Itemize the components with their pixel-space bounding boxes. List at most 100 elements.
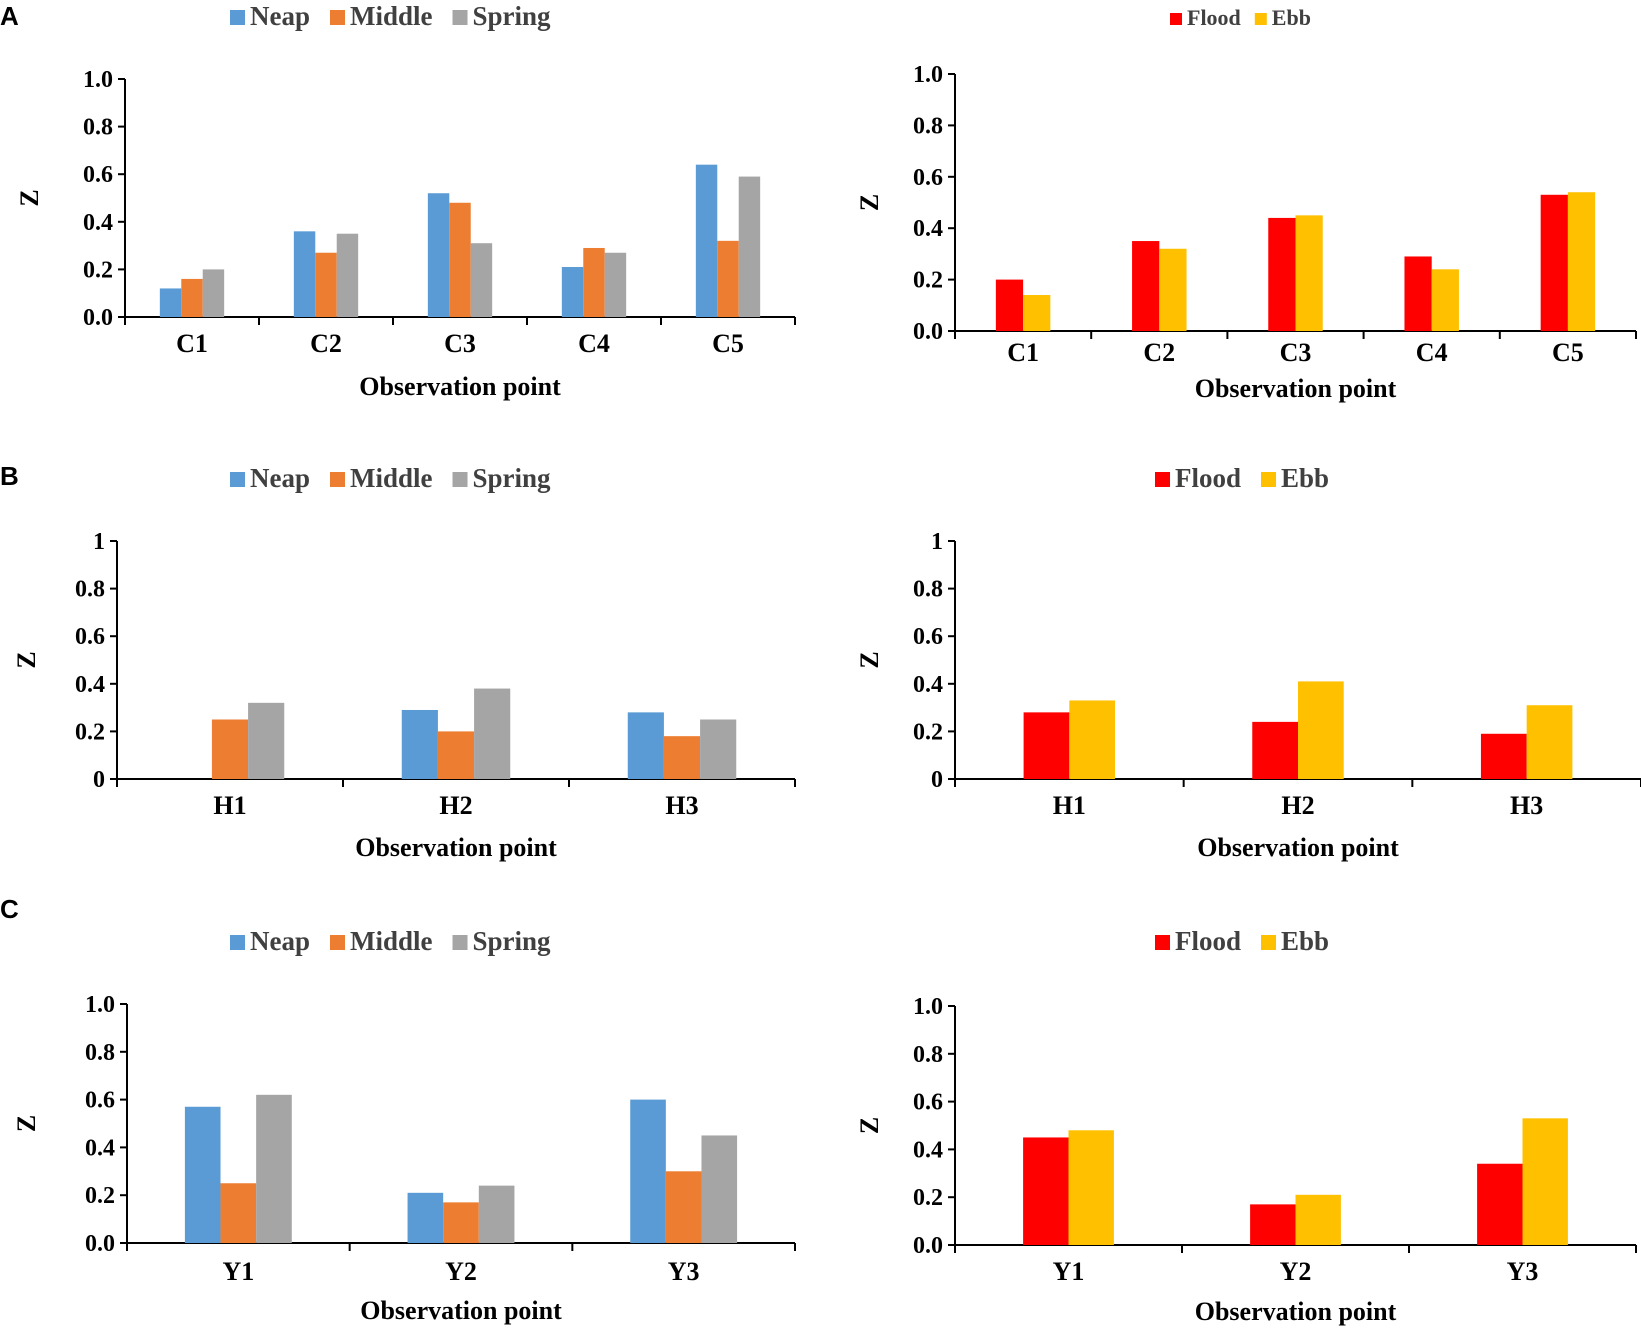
y-tick-label: 0.8 <box>913 1042 943 1068</box>
panel-label-b: B <box>0 461 19 491</box>
bar-middle-y3 <box>665 1171 702 1243</box>
legend-swatch-spring <box>452 472 468 487</box>
x-category-label: H1 <box>1053 791 1086 820</box>
x-category-label: Y2 <box>445 1257 477 1286</box>
y-axis-title: Z <box>855 194 884 211</box>
legend-swatch-neap <box>230 935 245 950</box>
bar-flood-h3 <box>1480 733 1527 779</box>
bar-flood-y2 <box>1250 1204 1296 1245</box>
bar-neap-c2 <box>293 231 316 317</box>
legend-label-ebb: Ebb <box>1281 926 1329 956</box>
bar-flood-y3 <box>1477 1163 1523 1245</box>
y-tick-label: 0.6 <box>75 624 105 650</box>
bar-ebb-h1 <box>1069 700 1116 779</box>
bar-middle-c5 <box>717 240 739 317</box>
y-tick-label: 0.2 <box>913 268 943 294</box>
chart-c-left: 0.0 0.2 0.4 0.6 0.8 1.0 Y1 Y2 Y3 Observation poin… <box>12 926 796 1325</box>
bar-middle-c2 <box>315 252 337 317</box>
y-tick-label: 0.4 <box>913 672 943 698</box>
y-tick-label: 0.8 <box>85 1040 115 1066</box>
bar-ebb-h3 <box>1526 705 1573 779</box>
y-tick-label: 1.0 <box>85 992 115 1018</box>
charts-container: 0.0 0.2 0.4 0.6 0.8 1.0 C1 C2 C3 C4 C5 Observation … <box>12 1 1641 1326</box>
y-tick-label: 0.6 <box>913 1090 943 1116</box>
x-category-label: C3 <box>444 329 476 358</box>
y-tick-label: 0.6 <box>913 624 943 650</box>
bar-spring-c4 <box>604 252 627 317</box>
legend-label-middle: Middle <box>350 463 433 493</box>
x-category-label: H2 <box>439 791 472 820</box>
x-category-label: C1 <box>1007 338 1039 367</box>
x-category-label: C4 <box>578 329 610 358</box>
x-category-label: Y3 <box>668 1257 700 1286</box>
bar-spring-c1 <box>202 269 225 317</box>
bar-spring-h3 <box>700 719 737 779</box>
bar-ebb-c5 <box>1567 192 1596 331</box>
y-tick-label: 1 <box>931 529 943 555</box>
bar-spring-c2 <box>336 233 359 317</box>
legend-label-spring: Spring <box>473 463 552 493</box>
legend-swatch-middle <box>330 472 345 487</box>
legend-swatch-neap <box>230 10 245 25</box>
y-axis-title: Z <box>12 651 41 668</box>
x-axis-title: Observation point <box>1195 1297 1397 1326</box>
bar-spring-y2 <box>478 1185 515 1243</box>
legend-label-spring: Spring <box>473 926 552 956</box>
x-axis-title: Observation point <box>1195 374 1397 403</box>
x-axis-title: Observation point <box>355 833 557 862</box>
y-tick-label: 0.0 <box>85 1231 115 1257</box>
bar-flood-c2 <box>1132 241 1160 331</box>
legend-label-ebb: Ebb <box>1281 463 1329 493</box>
y-tick-label: 0.6 <box>83 162 113 188</box>
legend-swatch-spring <box>452 935 468 950</box>
chart-a-right: 0.0 0.2 0.4 0.6 0.8 1.0 C1 C2 C3 C4 C5 Observation … <box>855 5 1637 403</box>
chart-a-left: 0.0 0.2 0.4 0.6 0.8 1.0 C1 C2 C3 C4 C5 Observation … <box>15 1 796 401</box>
bar-neap-h2 <box>401 709 438 779</box>
legend-label-middle: Middle <box>350 1 433 31</box>
bar-neap-y1 <box>184 1106 221 1243</box>
bar-flood-h2 <box>1252 721 1298 779</box>
y-tick-label: 1 <box>93 529 105 555</box>
y-tick-label: 0 <box>931 767 943 793</box>
legend-label-ebb: Ebb <box>1272 5 1311 30</box>
y-tick-label: 0.8 <box>913 577 943 603</box>
y-tick-label: 0.8 <box>913 113 943 139</box>
bar-ebb-c2 <box>1159 248 1187 331</box>
x-axis-title: Observation point <box>360 1296 562 1325</box>
x-category-label: H2 <box>1281 791 1314 820</box>
x-axis-title: Observation point <box>1197 833 1399 862</box>
x-category-label: H1 <box>213 791 246 820</box>
y-tick-label: 0.0 <box>913 319 943 345</box>
y-tick-label: 0.0 <box>83 305 113 331</box>
chart-c-right: 0.0 0.2 0.4 0.6 0.8 1.0 Y1 Y2 Y3 Observation poin… <box>855 926 1637 1326</box>
y-tick-label: 0.2 <box>75 719 105 745</box>
bar-middle-h2 <box>437 731 475 779</box>
y-tick-label: 0 <box>93 767 105 793</box>
legend-swatch-middle <box>330 10 345 25</box>
legend-label-flood: Flood <box>1175 463 1241 493</box>
bar-flood-y1 <box>1023 1137 1069 1245</box>
bar-ebb-y1 <box>1068 1130 1114 1245</box>
y-tick-label: 1.0 <box>83 67 113 93</box>
y-axis-title: Z <box>15 189 44 206</box>
bar-neap-y3 <box>630 1099 666 1243</box>
panel-label-a: A <box>0 1 19 31</box>
bar-ebb-c4 <box>1431 269 1459 331</box>
bar-spring-c5 <box>738 176 761 317</box>
bar-spring-y1 <box>256 1094 292 1243</box>
x-category-label: C2 <box>310 329 342 358</box>
x-category-label: C3 <box>1280 338 1312 367</box>
y-tick-label: 0.8 <box>83 115 113 141</box>
y-tick-label: 0.2 <box>913 1185 943 1211</box>
x-category-label: Y1 <box>222 1257 254 1286</box>
legend-label-spring: Spring <box>473 1 552 31</box>
chart-b-left: 0 0.2 0.4 0.6 0.8 1 H1 H2 H3 Observation point Z Ne… <box>12 463 796 862</box>
bar-neap-c1 <box>159 288 182 317</box>
legend-swatch-neap <box>230 472 245 487</box>
y-tick-label: 0.4 <box>75 672 105 698</box>
y-tick-label: 0.4 <box>85 1135 115 1161</box>
legend-swatch-middle <box>330 935 345 950</box>
legend-label-flood: Flood <box>1187 5 1241 30</box>
legend-swatch-ebb <box>1254 13 1267 25</box>
